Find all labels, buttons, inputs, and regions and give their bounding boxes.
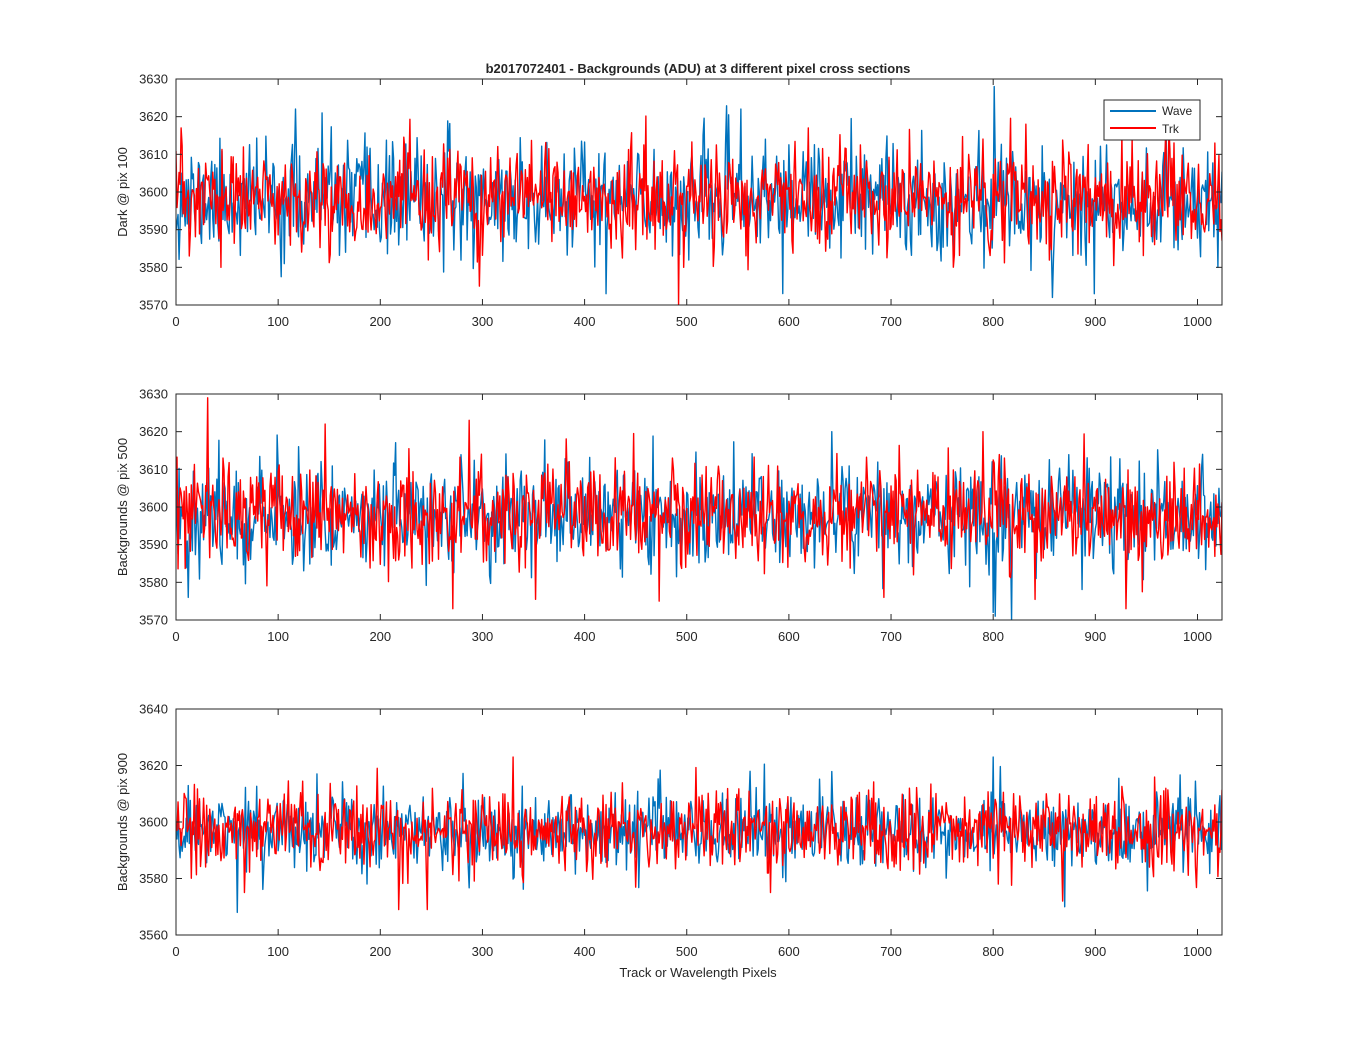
y-tick-label: 3580 [139, 575, 168, 590]
y-tick-label: 3610 [139, 462, 168, 477]
series-line-trk [176, 115, 1222, 305]
x-tick-label: 0 [172, 629, 179, 644]
y-tick-label: 3620 [139, 424, 168, 439]
x-tick-label: 200 [369, 314, 391, 329]
y-tick-label: 3590 [139, 222, 168, 237]
x-tick-label: 700 [880, 629, 902, 644]
x-tick-label: 900 [1084, 944, 1106, 959]
y-tick-label: 3570 [139, 613, 168, 628]
y-axis-label: Backgrounds @ pix 500 [115, 438, 130, 576]
legend-box [1103, 99, 1201, 141]
panel-2: 0 100 200 300 400 500 600 700 800 900 1000 3570 3580… [115, 387, 1223, 644]
x-tick-label: 700 [880, 944, 902, 959]
y-tick-label: 3600 [139, 185, 168, 200]
series-line-trk [176, 756, 1222, 911]
legend: Wave Trk [1103, 99, 1201, 141]
y-tick-label: 3600 [139, 815, 168, 830]
y-tick-label: 3580 [139, 260, 168, 275]
chart-title: b2017072401 - Backgrounds (ADU) at 3 dif… [486, 61, 911, 76]
x-tick-label: 200 [369, 629, 391, 644]
x-tick-label: 800 [982, 944, 1004, 959]
series-line-wave [176, 756, 1222, 914]
y-tick-label: 3600 [139, 500, 168, 515]
y-tick-label: 3640 [139, 702, 168, 717]
x-tick-label: 1000 [1183, 629, 1212, 644]
y-tick-label: 3620 [139, 109, 168, 124]
legend-label-trk: Trk [1162, 122, 1180, 136]
x-tick-label: 800 [982, 629, 1004, 644]
y-tick-label: 3630 [139, 72, 168, 87]
x-tick-label: 400 [574, 314, 596, 329]
series-line-wave [176, 85, 1222, 299]
x-tick-label: 100 [267, 629, 289, 644]
plot-area [176, 756, 1222, 914]
x-tick-label: 600 [778, 314, 800, 329]
x-tick-label: 900 [1084, 629, 1106, 644]
x-tick-label: 300 [472, 944, 494, 959]
x-tick-label: 300 [472, 314, 494, 329]
x-tick-label: 500 [676, 629, 698, 644]
x-tick-label: 600 [778, 944, 800, 959]
x-tick-label: 900 [1084, 314, 1106, 329]
x-tick-label: 500 [676, 314, 698, 329]
x-axis-label: Track or Wavelength Pixels [619, 965, 777, 980]
x-tick-label: 700 [880, 314, 902, 329]
x-tick-label: 400 [574, 629, 596, 644]
y-tick-label: 3620 [139, 758, 168, 773]
x-tick-label: 500 [676, 944, 698, 959]
y-tick-label: 3630 [139, 387, 168, 402]
x-tick-label: 400 [574, 944, 596, 959]
y-tick-label: 3610 [139, 147, 168, 162]
plot-area [176, 397, 1222, 620]
x-tick-label: 300 [472, 629, 494, 644]
panel-3: 0 100 200 300 400 500 600 700 800 900 1000 3560 3580… [115, 702, 1223, 959]
x-tick-label: 0 [172, 944, 179, 959]
series-line-trk [176, 397, 1222, 610]
x-tick-label: 600 [778, 629, 800, 644]
y-axis-label: Backgrounds @ pix 900 [115, 753, 130, 891]
x-tick-label: 100 [267, 314, 289, 329]
y-tick-label: 3590 [139, 537, 168, 552]
y-tick-label: 3570 [139, 298, 168, 313]
plot-area [176, 85, 1222, 305]
x-tick-label: 1000 [1183, 944, 1212, 959]
legend-label-wave: Wave [1162, 104, 1193, 118]
y-axis-label: Dark @ pix 100 [115, 147, 130, 237]
x-tick-label: 800 [982, 314, 1004, 329]
x-tick-label: 200 [369, 944, 391, 959]
panel-1: 0 100 200 300 400 500 600 700 800 900 1000 3570 3580… [115, 72, 1223, 329]
x-tick-label: 1000 [1183, 314, 1212, 329]
y-tick-label: 3580 [139, 871, 168, 886]
y-tick-label: 3560 [139, 928, 168, 943]
x-tick-label: 0 [172, 314, 179, 329]
x-tick-label: 100 [267, 944, 289, 959]
